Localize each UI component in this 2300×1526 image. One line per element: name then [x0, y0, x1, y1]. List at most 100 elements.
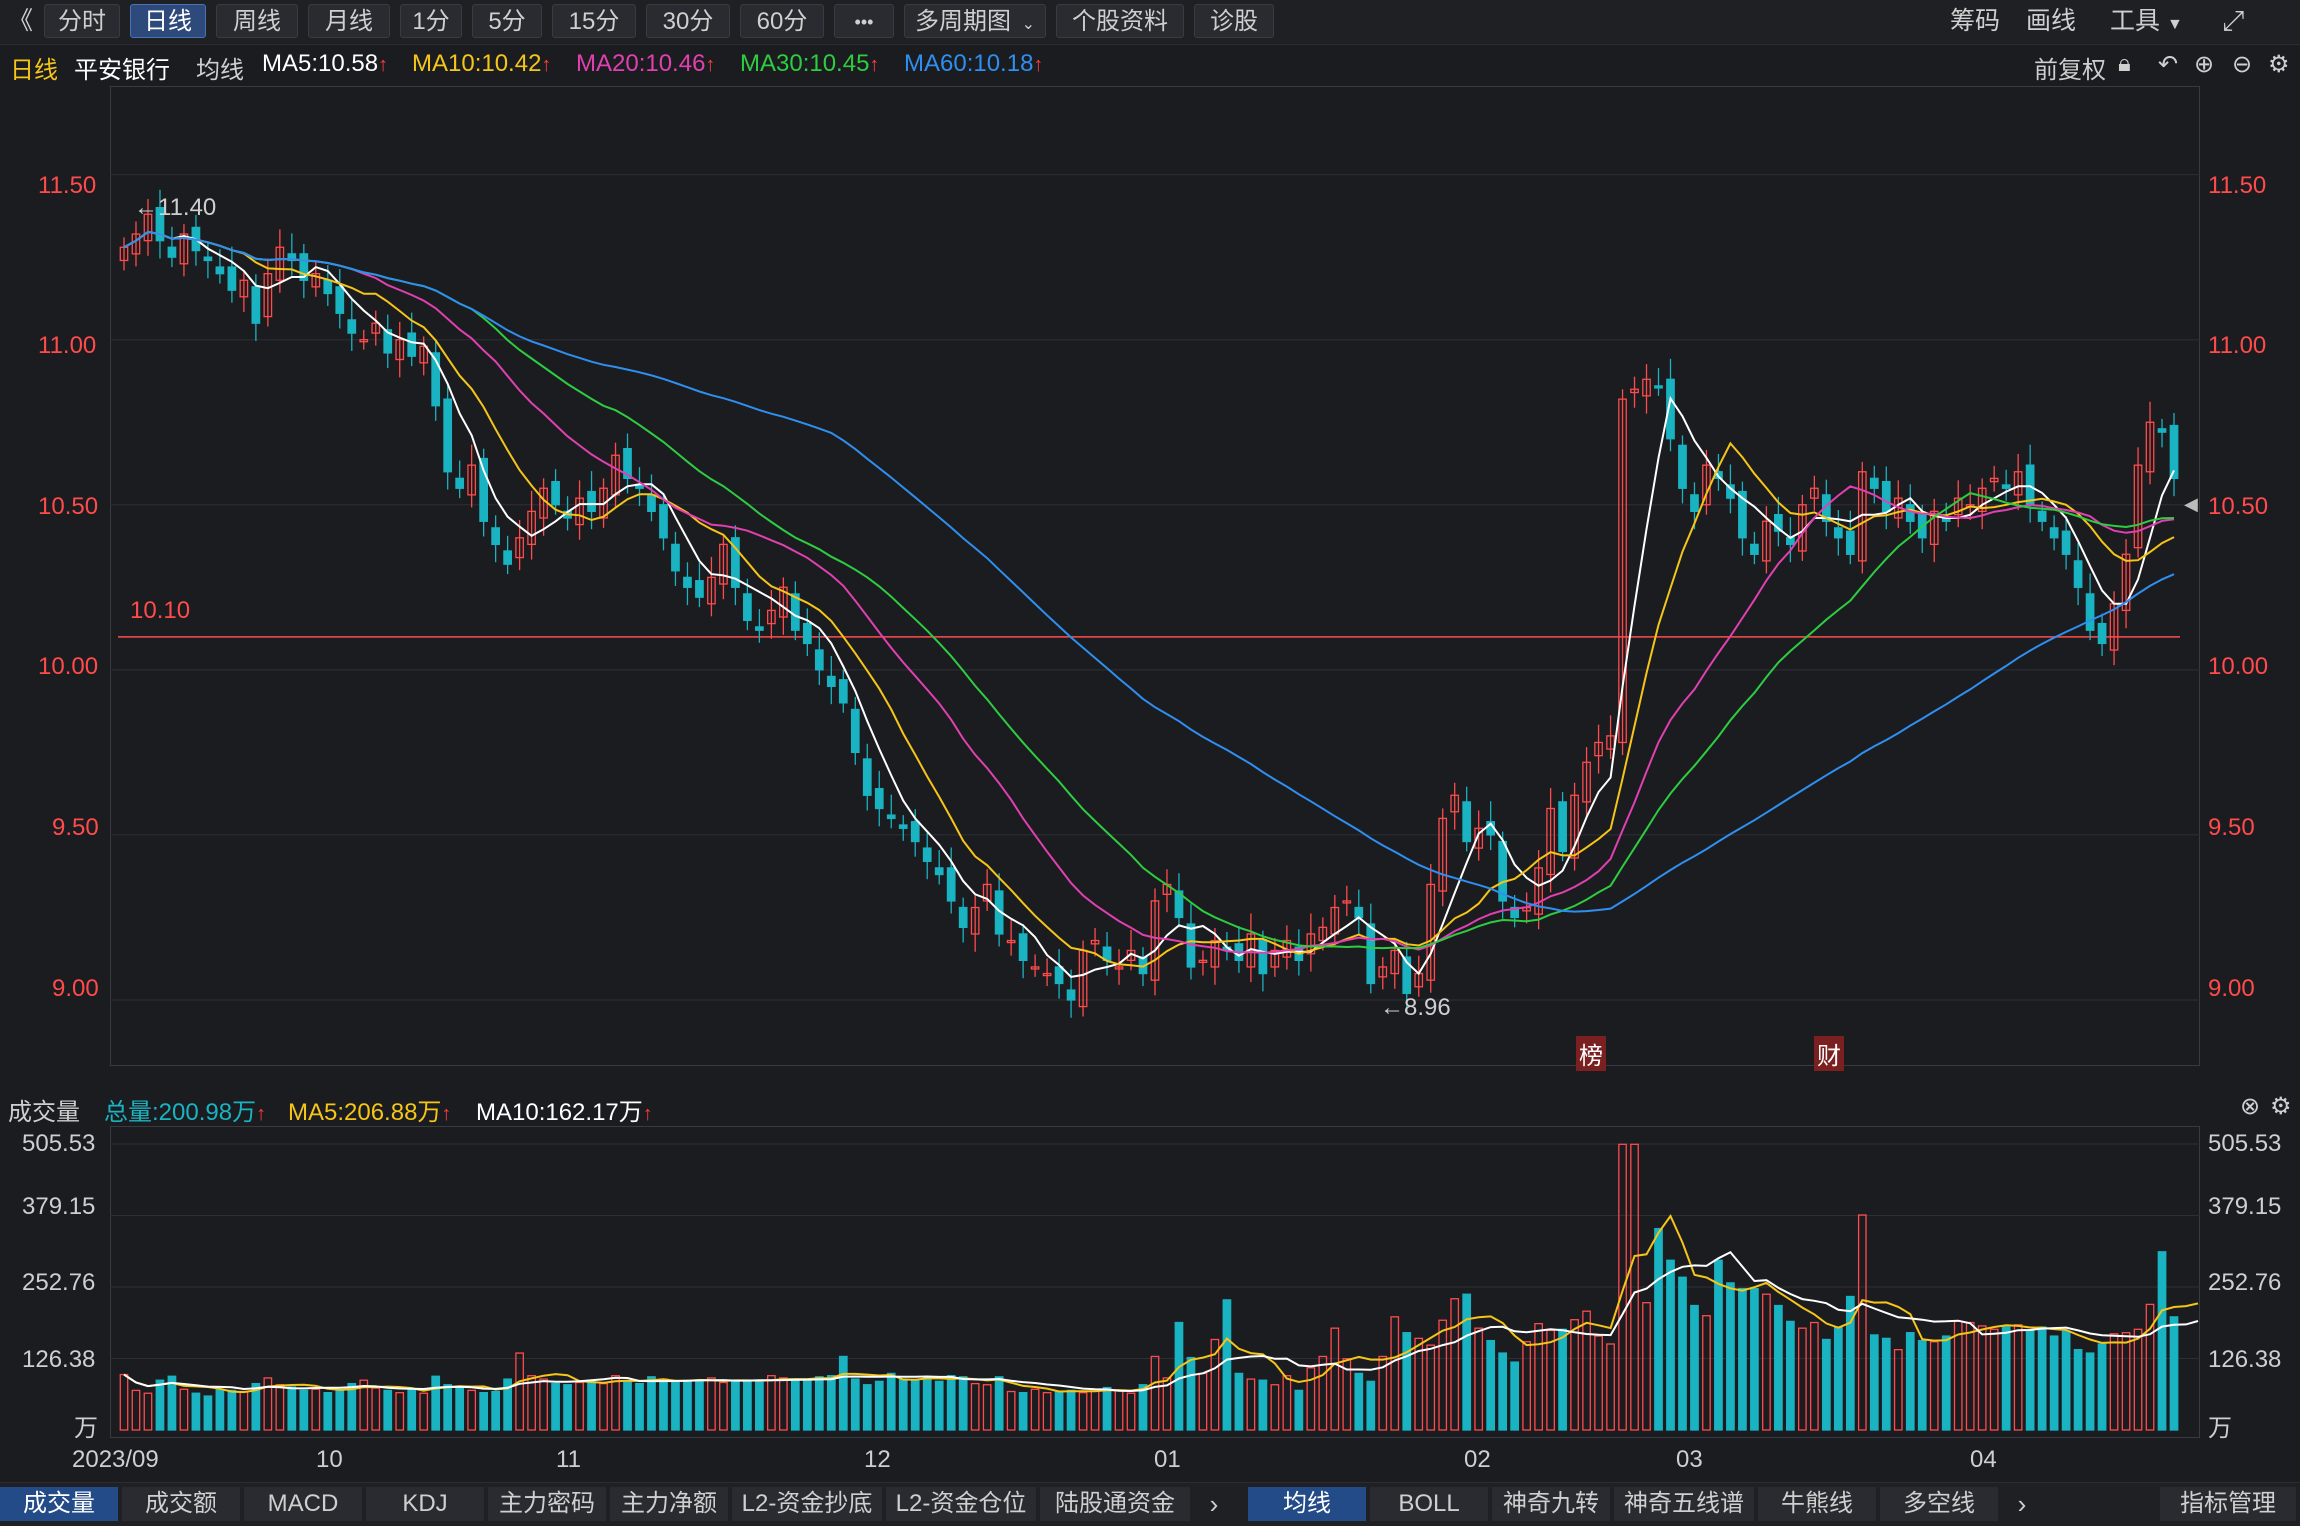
volume-bar [814, 1376, 824, 1431]
settings-icon[interactable]: ⚙ [2270, 1093, 2292, 1120]
tab-kdj[interactable]: KDJ [366, 1487, 484, 1521]
ma5-value: MA5:10.58↑ [262, 50, 389, 77]
candle-body [1833, 527, 1843, 539]
period-tab-60min[interactable]: 60分 [740, 4, 824, 38]
financial-report-badge[interactable]: 财 [1814, 1036, 1844, 1071]
x-axis-label: 10 [316, 1446, 343, 1473]
stock-info-button[interactable]: 个股资料 [1056, 4, 1184, 38]
diagnose-button[interactable]: 诊股 [1194, 4, 1274, 38]
volume-y-tick-left: 505.53 [22, 1130, 96, 1157]
volume-bar [1989, 1328, 1999, 1431]
tab-turnover[interactable]: 成交额 [122, 1487, 240, 1521]
multi-period-dropdown[interactable]: 多周期图 ⌄ [904, 4, 1046, 38]
tab-main-force-net[interactable]: 主力净额 [610, 1487, 728, 1521]
volume-bar [2109, 1333, 2119, 1431]
zoom-in-icon[interactable]: ⊕ [2194, 51, 2215, 78]
zoom-out-icon[interactable]: ⊖ [2232, 51, 2253, 78]
adjust-mode[interactable]: 前复权 [2034, 57, 2106, 84]
volume-bar [323, 1392, 333, 1431]
dragon-tiger-list-badge[interactable]: 榜 [1576, 1036, 1606, 1071]
tab-bull-bear-line[interactable]: 牛熊线 [1758, 1487, 1876, 1521]
candle-body [1438, 817, 1448, 892]
tab-macd[interactable]: MACD [244, 1487, 362, 1521]
period-tab-30min[interactable]: 30分 [646, 4, 730, 38]
volume-bar [1138, 1384, 1148, 1431]
tab-magic-nine[interactable]: 神奇九转 [1492, 1487, 1610, 1521]
candle-body [1977, 487, 1987, 513]
volume-y-tick-left: 126.38 [22, 1346, 96, 1373]
volume-bar [1833, 1326, 1843, 1431]
period-tab-fenshi[interactable]: 分时 [44, 4, 120, 38]
price-chart[interactable] [0, 86, 2300, 1086]
y-tick-left: 11.00 [38, 332, 97, 359]
volume-bar [1042, 1392, 1052, 1431]
chevron-right-icon[interactable]: › [1209, 1489, 1219, 1519]
candle-body [1929, 510, 1939, 546]
indicator-management-button[interactable]: 指标管理 [2160, 1487, 2296, 1521]
candle-body [1953, 497, 1963, 516]
volume-bar [1845, 1295, 1855, 1431]
candle-body [419, 345, 429, 364]
period-tab-daily[interactable]: 日线 [130, 4, 206, 38]
tab-main-force-code[interactable]: 主力密码 [488, 1487, 606, 1521]
volume-bar [1462, 1293, 1472, 1431]
period-tab-5min[interactable]: 5分 [472, 4, 542, 38]
volume-bar [167, 1375, 177, 1431]
candle-body [1534, 867, 1543, 915]
candle-body [431, 352, 441, 407]
chips-button[interactable]: 筹码 [1950, 7, 2001, 35]
period-tab-1min[interactable]: 1分 [400, 4, 462, 38]
candle-body [1018, 933, 1028, 962]
undo-icon[interactable]: ↶ [2158, 51, 2179, 78]
tab-l2-bottom-fishing[interactable]: L2-资金抄底 [732, 1487, 882, 1521]
y-tick-left: 9.00 [52, 975, 99, 1002]
volume-bar [910, 1379, 920, 1431]
volume-bar [1330, 1327, 1340, 1431]
close-icon[interactable]: ⊗ [2240, 1093, 2261, 1120]
fullscreen-icon[interactable]: ⤢ [2222, 5, 2245, 36]
lock-icon[interactable]: 🔒︎ [2118, 50, 2131, 77]
candle-body [1030, 966, 1040, 970]
tools-menu[interactable]: 工具 ▼ [2110, 4, 2183, 38]
volume-chart[interactable] [0, 1126, 2300, 1438]
volume-bar [1378, 1355, 1388, 1431]
tab-boll[interactable]: BOLL [1370, 1487, 1488, 1521]
chevron-right-icon[interactable]: › [2017, 1489, 2027, 1519]
y-tick-right: 10.00 [2208, 653, 2269, 680]
tab-moving-average[interactable]: 均线 [1248, 1487, 1366, 1521]
settings-icon[interactable]: ⚙ [2268, 51, 2290, 78]
more-periods-button[interactable]: ••• [834, 4, 894, 38]
draw-line-button[interactable]: 画线 [2026, 7, 2077, 35]
volume-bar [515, 1352, 524, 1431]
volume-bar [1714, 1259, 1723, 1431]
volume-bar [1893, 1349, 1903, 1431]
period-tab-weekly[interactable]: 周线 [216, 4, 298, 38]
y-tick-right: 9.00 [2208, 975, 2255, 1002]
period-tab-monthly[interactable]: 月线 [308, 4, 390, 38]
period-tab-15min[interactable]: 15分 [552, 4, 636, 38]
volume-bar [239, 1390, 249, 1431]
tab-l2-position[interactable]: L2-资金仓位 [886, 1487, 1036, 1521]
candle-body [1546, 807, 1555, 876]
candle-body [1594, 741, 1603, 757]
period-label: 日线 [10, 57, 58, 84]
back-icon[interactable]: 《 [8, 7, 34, 35]
volume-bar [898, 1378, 908, 1431]
tab-magic-five-line[interactable]: 神奇五线谱 [1614, 1487, 1754, 1521]
tab-volume[interactable]: 成交量 [0, 1487, 118, 1521]
volume-bar [1054, 1390, 1064, 1431]
volume-ma5: MA5:206.88万↑ [288, 1099, 452, 1126]
candle-body [1306, 933, 1316, 955]
tab-long-short-line[interactable]: 多空线 [1880, 1487, 1998, 1521]
volume-bar [1929, 1341, 1939, 1431]
high-price-marker: ←11.40 [134, 194, 217, 221]
candle-body [1054, 966, 1064, 985]
volume-bar [1654, 1227, 1663, 1431]
tab-northbound-funds[interactable]: 陆股通资金 [1040, 1487, 1190, 1521]
candle-body [551, 481, 560, 506]
candle-body [1042, 972, 1052, 977]
candle-body [515, 537, 524, 559]
volume-bar [119, 1373, 129, 1431]
chevron-down-icon: ⌄ [1021, 16, 1036, 33]
volume-bar [467, 1389, 477, 1431]
